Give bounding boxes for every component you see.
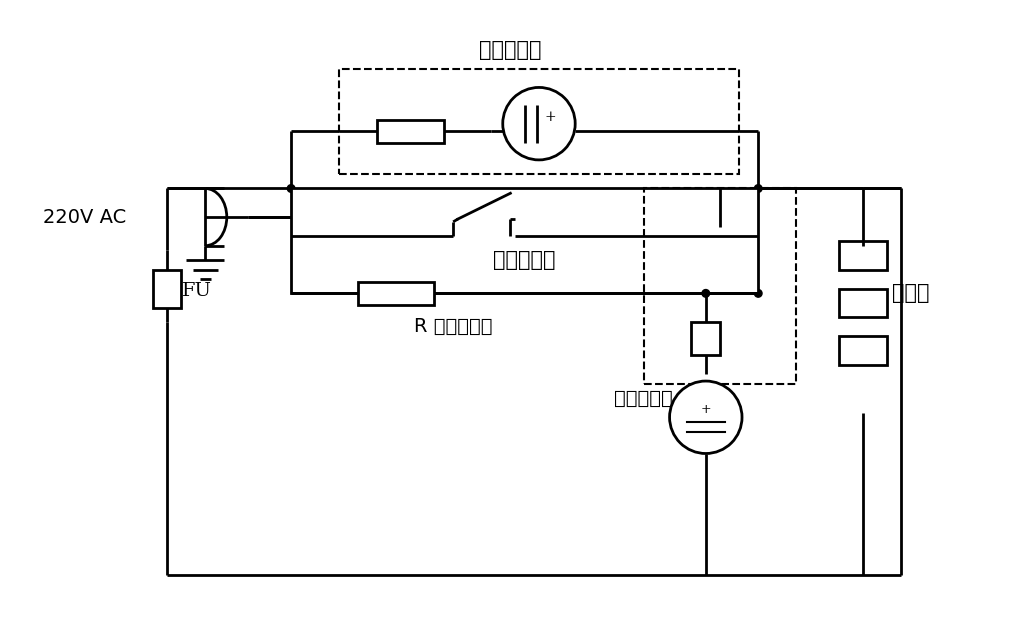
Circle shape	[502, 87, 575, 160]
Bar	[339, 69, 739, 174]
Circle shape	[754, 185, 762, 193]
Bar	[839, 289, 887, 317]
Text: 保温指示灯: 保温指示灯	[479, 40, 542, 60]
Text: +: +	[545, 110, 556, 124]
Text: +: +	[700, 403, 711, 416]
Text: 煮饭指示灯: 煮饭指示灯	[614, 388, 673, 408]
Text: R 保温电阻片: R 保温电阻片	[414, 317, 492, 336]
Text: 电热盘: 电热盘	[892, 283, 929, 304]
Bar	[377, 120, 443, 143]
Bar	[153, 270, 181, 308]
Circle shape	[754, 290, 762, 297]
Circle shape	[287, 185, 295, 193]
Text: 磁钢限温器: 磁钢限温器	[493, 250, 556, 270]
Bar	[691, 322, 720, 355]
Text: 220V AC: 220V AC	[44, 207, 126, 227]
Bar	[839, 241, 887, 270]
Bar	[357, 282, 434, 305]
Text: FU: FU	[181, 282, 211, 300]
Circle shape	[669, 381, 742, 453]
Bar	[643, 189, 797, 384]
Bar	[839, 336, 887, 365]
Circle shape	[702, 290, 710, 297]
Bar	[291, 189, 758, 293]
